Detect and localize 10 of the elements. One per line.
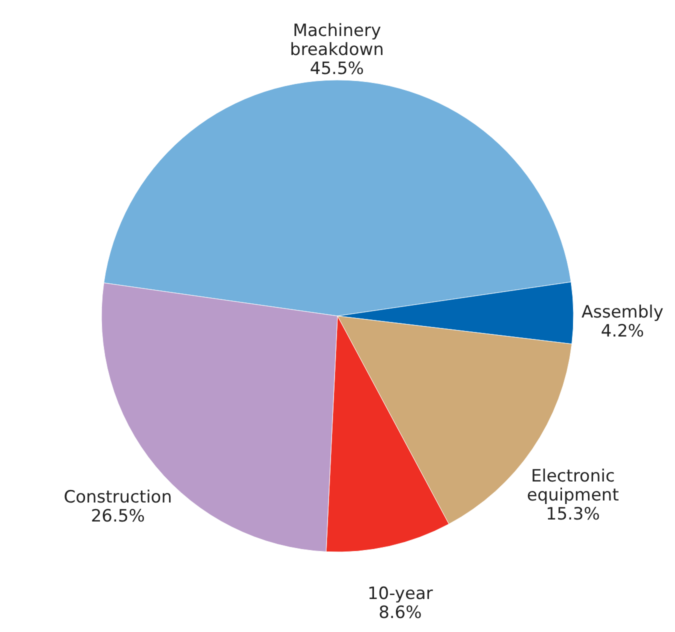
data-label: 4.2%: [600, 321, 644, 342]
slice-label: 10-year: [367, 584, 433, 604]
slice-label: Machinery breakdown: [290, 21, 384, 60]
data-label: 45.5%: [310, 59, 364, 79]
data-label: 26.5%: [90, 506, 145, 527]
slice-label: Electronic equipment: [526, 466, 620, 506]
slice-label: Assembly: [582, 302, 664, 322]
slice-label: Construction: [64, 488, 172, 508]
data-label: 8.6%: [378, 603, 422, 624]
data-label: 15.3%: [546, 504, 600, 525]
